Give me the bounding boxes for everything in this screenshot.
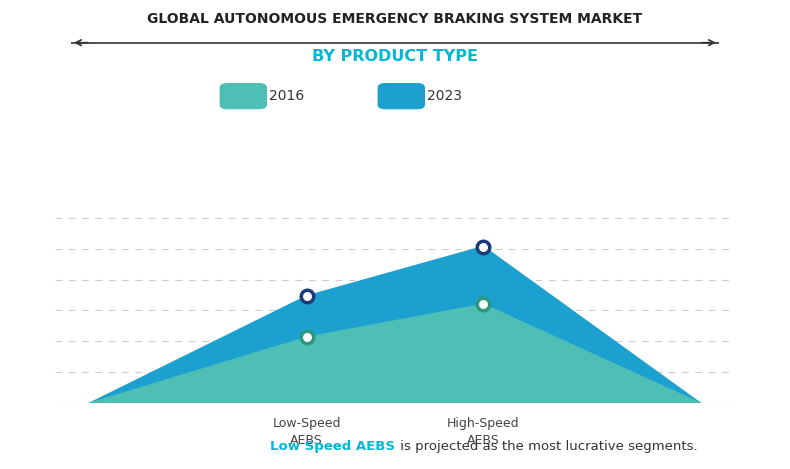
FancyBboxPatch shape	[378, 83, 425, 109]
Polygon shape	[89, 304, 701, 403]
Text: 2023: 2023	[427, 89, 461, 103]
Text: BY PRODUCT TYPE: BY PRODUCT TYPE	[312, 49, 478, 64]
Text: Low Speed AEBS: Low Speed AEBS	[270, 440, 395, 453]
Text: is projected as the most lucrative segments.: is projected as the most lucrative segme…	[396, 440, 698, 453]
FancyBboxPatch shape	[220, 83, 267, 109]
Text: 2016: 2016	[269, 89, 304, 103]
Text: GLOBAL AUTONOMOUS EMERGENCY BRAKING SYSTEM MARKET: GLOBAL AUTONOMOUS EMERGENCY BRAKING SYST…	[148, 12, 642, 26]
Polygon shape	[89, 247, 701, 403]
